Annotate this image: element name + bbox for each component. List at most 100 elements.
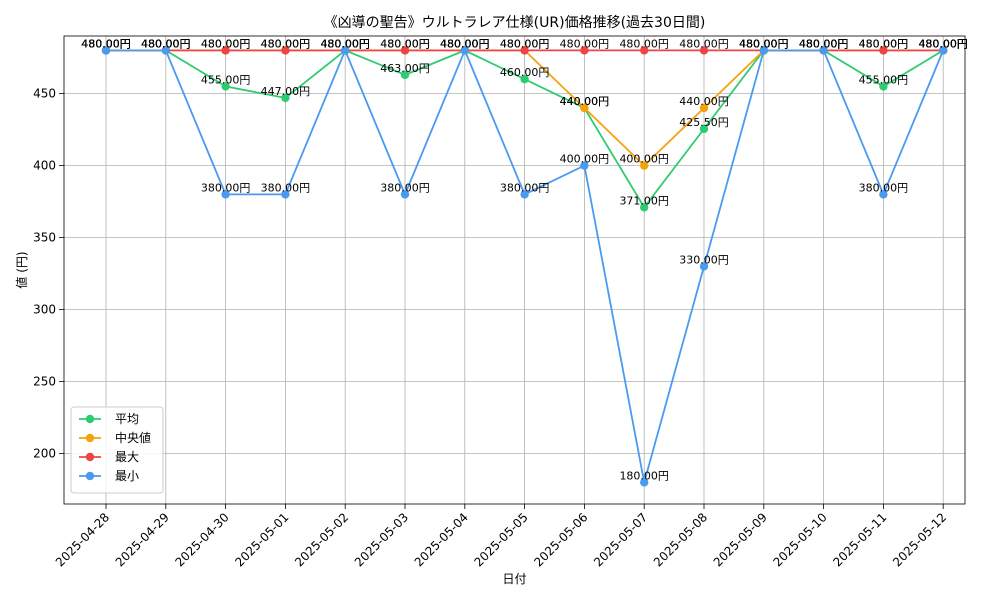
data-point bbox=[221, 46, 230, 55]
x-tick-label: 2025-05-07 bbox=[591, 510, 650, 569]
data-label: 380.00円 bbox=[380, 181, 430, 194]
data-label: 480.00円 bbox=[320, 37, 370, 50]
data-label: 480.00円 bbox=[500, 37, 550, 50]
data-label: 371.00円 bbox=[619, 194, 669, 207]
x-tick-label: 2025-05-12 bbox=[890, 510, 949, 569]
legend-item: 平均 bbox=[79, 412, 139, 426]
data-label: 480.00円 bbox=[81, 37, 131, 50]
data-point bbox=[939, 46, 948, 55]
data-point bbox=[759, 46, 768, 55]
data-label: 480.00円 bbox=[918, 37, 968, 50]
data-point bbox=[520, 190, 529, 199]
data-point bbox=[400, 46, 410, 55]
y-tick-label: 200 bbox=[33, 447, 56, 461]
x-tick-label: 2025-05-08 bbox=[651, 510, 710, 569]
data-labels: 480.00円 480.00円 455.00円 447.00円 480.00円 463.0… bbox=[81, 37, 968, 482]
y-axis-title: 値 (円) bbox=[14, 251, 29, 288]
data-point bbox=[101, 46, 111, 55]
data-label: 480.00円 bbox=[440, 37, 490, 50]
data-point bbox=[699, 124, 709, 134]
x-tick-label: 2025-04-30 bbox=[173, 510, 232, 569]
data-label: 480.00円 bbox=[320, 37, 370, 50]
y-tick-label: 250 bbox=[33, 375, 56, 389]
data-point bbox=[161, 46, 170, 55]
data-label: 480.00円 bbox=[560, 37, 610, 50]
data-label: 455.00円 bbox=[859, 73, 909, 86]
legend-label: 最大 bbox=[115, 450, 139, 464]
y-tick-label: 400 bbox=[33, 159, 56, 173]
chart-title: 《凶導の聖告》ウルトラレア仕様(UR)価格推移(過去30日間) bbox=[324, 15, 706, 31]
data-label: 480.00円 bbox=[81, 37, 131, 50]
data-label: 480.00円 bbox=[201, 37, 251, 50]
y-tick-label: 300 bbox=[33, 303, 56, 317]
legend-item: 最大 bbox=[79, 450, 139, 464]
legend-marker bbox=[85, 433, 95, 443]
legend-marker bbox=[85, 471, 95, 481]
data-label: 480.00円 bbox=[679, 37, 729, 50]
data-label: 455.00円 bbox=[201, 73, 251, 86]
data-label: 480.00円 bbox=[440, 37, 490, 50]
data-label: 480.00円 bbox=[859, 37, 909, 50]
data-label: 425.50円 bbox=[679, 116, 729, 129]
data-point bbox=[580, 161, 589, 170]
data-point bbox=[879, 46, 888, 55]
x-axis-title: 日付 bbox=[502, 572, 526, 586]
data-label: 480.00円 bbox=[918, 37, 968, 50]
data-label: 480.00円 bbox=[739, 37, 789, 50]
data-label: 400.00円 bbox=[619, 153, 669, 166]
legend-label: 平均 bbox=[115, 412, 139, 426]
legend-label: 最小 bbox=[115, 469, 139, 483]
data-point bbox=[520, 46, 529, 55]
y-tick-label: 350 bbox=[33, 231, 56, 245]
axes: 2025-04-28 2025-04-29 2025-04-30 2025-05-01… bbox=[33, 35, 966, 569]
data-label: 480.00円 bbox=[859, 37, 909, 50]
grid bbox=[64, 36, 965, 504]
data-point bbox=[281, 46, 290, 55]
data-point bbox=[520, 75, 529, 84]
data-label: 480.00円 bbox=[739, 37, 789, 50]
data-label: 440.00円 bbox=[679, 95, 729, 108]
data-point bbox=[699, 103, 709, 113]
data-label: 460.00円 bbox=[500, 66, 550, 79]
data-point bbox=[640, 46, 649, 55]
data-point bbox=[879, 82, 888, 91]
x-tick-label: 2025-05-10 bbox=[771, 510, 830, 569]
data-point bbox=[341, 46, 350, 55]
x-tick-label: 2025-05-06 bbox=[531, 510, 590, 569]
data-label: 463.00円 bbox=[380, 62, 430, 75]
data-label: 480.00円 bbox=[799, 37, 849, 50]
legend-marker bbox=[85, 452, 95, 462]
data-label: 480.00円 bbox=[739, 37, 789, 50]
legend-item: 中央値 bbox=[79, 430, 151, 445]
data-point bbox=[281, 190, 290, 199]
data-label: 480.00円 bbox=[380, 37, 430, 50]
data-label: 480.00円 bbox=[320, 37, 370, 50]
data-label: 480.00円 bbox=[440, 37, 490, 50]
x-tick-label: 2025-05-04 bbox=[412, 510, 471, 569]
data-label: 480.00円 bbox=[799, 37, 849, 50]
data-point bbox=[580, 46, 589, 55]
x-tick-label: 2025-04-29 bbox=[113, 510, 172, 569]
data-point bbox=[699, 46, 709, 55]
legend-marker bbox=[85, 414, 95, 424]
data-label: 380.00円 bbox=[201, 181, 251, 194]
data-label: 447.00円 bbox=[261, 85, 311, 98]
data-label: 480.00円 bbox=[380, 37, 430, 50]
data-label: 480.00円 bbox=[141, 37, 191, 50]
data-label: 380.00円 bbox=[261, 181, 311, 194]
data-label: 480.00円 bbox=[918, 37, 968, 50]
data-label: 480.00円 bbox=[261, 37, 311, 50]
legend-label: 中央値 bbox=[115, 430, 151, 445]
y-tick-label: 450 bbox=[33, 87, 56, 101]
data-point bbox=[221, 190, 230, 199]
data-label: 480.00円 bbox=[81, 37, 131, 50]
series-layer bbox=[101, 46, 948, 487]
data-label: 480.00円 bbox=[261, 37, 311, 50]
data-label: 480.00円 bbox=[201, 37, 251, 50]
legend-box bbox=[70, 406, 164, 494]
data-label: 180.00円 bbox=[619, 469, 669, 482]
data-label: 480.00円 bbox=[799, 37, 849, 50]
data-label: 480.00円 bbox=[320, 37, 370, 50]
data-point bbox=[400, 70, 410, 80]
